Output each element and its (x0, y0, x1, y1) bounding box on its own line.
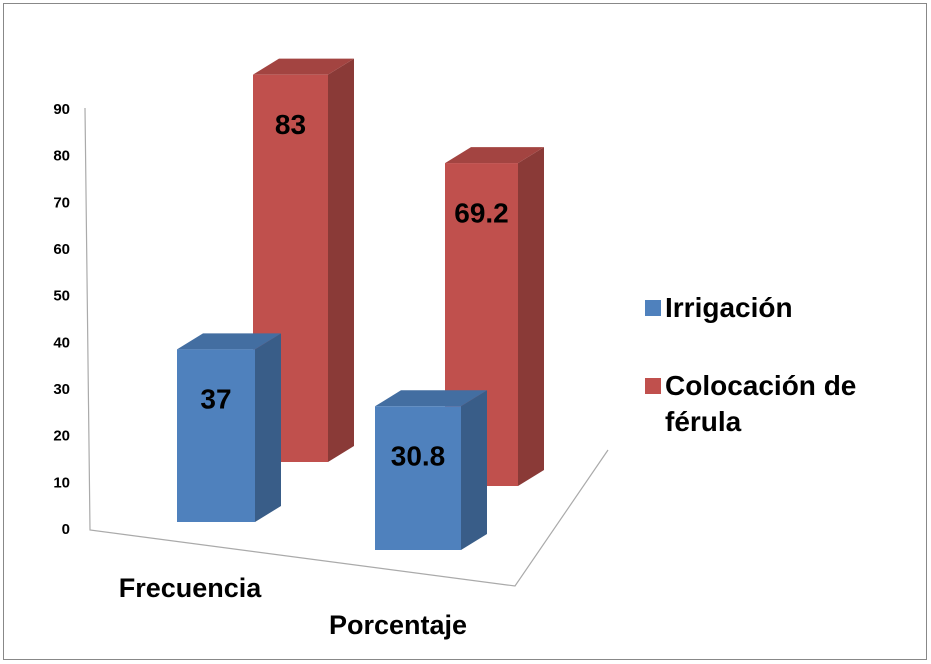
legend-label: Colocación de férula (665, 370, 857, 437)
y-tick-label: 50 (53, 288, 70, 305)
y-tick-label: 30 (53, 381, 70, 398)
bar (375, 406, 461, 550)
bar-top (177, 333, 281, 350)
bar-side (461, 390, 487, 550)
bar-top (445, 147, 544, 164)
x-tick-label: Frecuencia (119, 573, 263, 603)
axis-floor (84, 107, 609, 587)
legend-swatch (645, 378, 661, 394)
y-tick-label: 20 (53, 428, 70, 445)
y-tick-label: 0 (62, 521, 70, 538)
legend-item: Irrigación (645, 290, 905, 326)
legend-swatch (645, 300, 661, 316)
value-label: 69.2 (454, 197, 509, 228)
frame (3, 3, 927, 660)
y-tick-label: 60 (53, 241, 70, 258)
x-tick-label: Porcentaje (329, 610, 467, 640)
y-tick-label: 80 (53, 148, 70, 165)
bar-side (255, 333, 281, 522)
bar-top (253, 58, 354, 75)
legend-label: Irrigación (665, 292, 793, 323)
y-tick-label: 40 (53, 334, 70, 351)
y-tick-label: 70 (53, 194, 70, 211)
legend: Irrigación Colocación de férula (645, 290, 905, 482)
value-label: 83 (275, 109, 306, 140)
value-label: 37 (200, 384, 231, 415)
bar-top (375, 390, 487, 407)
bar-side (518, 147, 544, 487)
bar (177, 349, 255, 522)
y-tick-label: 90 (53, 101, 70, 118)
bar-side (328, 58, 354, 463)
value-label: 30.8 (391, 441, 446, 472)
y-tick-label: 10 (53, 474, 70, 491)
legend-item: Colocación de férula (645, 368, 905, 440)
